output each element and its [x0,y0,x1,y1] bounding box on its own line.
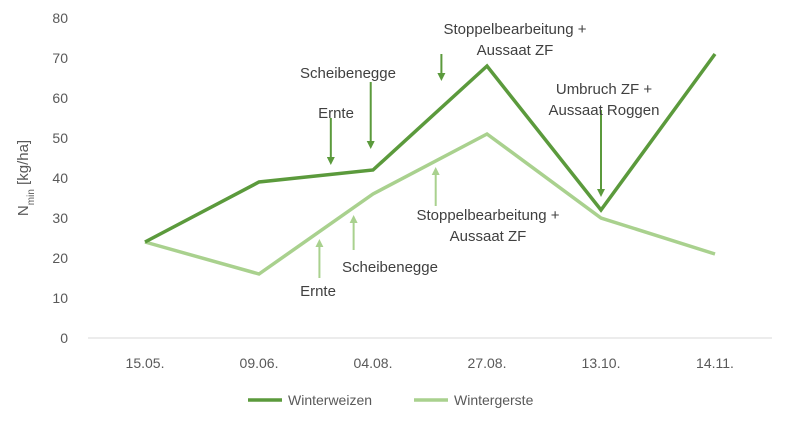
legend-label-wintergerste: Wintergerste [454,392,534,408]
y-tick-label: 80 [52,10,68,26]
legend: Winterweizen Wintergerste [248,392,534,408]
x-tick-label: 14.11. [696,355,734,371]
annotation-label: Scheibenegge [342,259,438,276]
series-line-wintergerste [144,131,716,276]
annotation-label: Umbruch ZF + Aussaat Roggen [549,81,660,119]
axes: 0 10 20 30 40 50 60 70 80 15.05. 09.06. 04.08. 27.08… [15,10,772,371]
y-tick-label: 30 [52,210,68,226]
annotation-label: Ernte [300,283,336,300]
x-tick-label: 15.05. [126,355,165,371]
annotation-layer: Stoppelbearbeitung + Aussaat ZF Scheibeneg… [300,21,659,300]
y-axis-label: Nmin [kg/ha] [15,140,37,216]
annotation-label: Scheibenegge [300,65,396,82]
y-tick-label: 10 [52,290,68,306]
series-layer [144,52,717,276]
annotation-label: Stoppelbearbeitung + Aussaat ZF [416,207,559,245]
y-tick-label: 20 [52,250,68,266]
annotation-label: Stoppelbearbeitung + Aussaat ZF [443,21,586,59]
y-tick-label: 70 [52,50,68,66]
y-tick-label: 60 [52,90,68,106]
annotation-label: Ernte [318,105,354,122]
legend-label-winterweizen: Winterweizen [288,392,372,408]
x-tick-label: 04.08. [354,355,393,371]
x-tick-label: 27.08. [468,355,507,371]
x-tick-label: 09.06. [240,355,279,371]
y-tick-label: 50 [52,130,68,146]
series-line-winterweizen [144,52,717,244]
y-tick-label: 40 [52,170,68,186]
y-tick-label: 0 [60,330,68,346]
x-tick-label: 13.10. [582,355,621,371]
